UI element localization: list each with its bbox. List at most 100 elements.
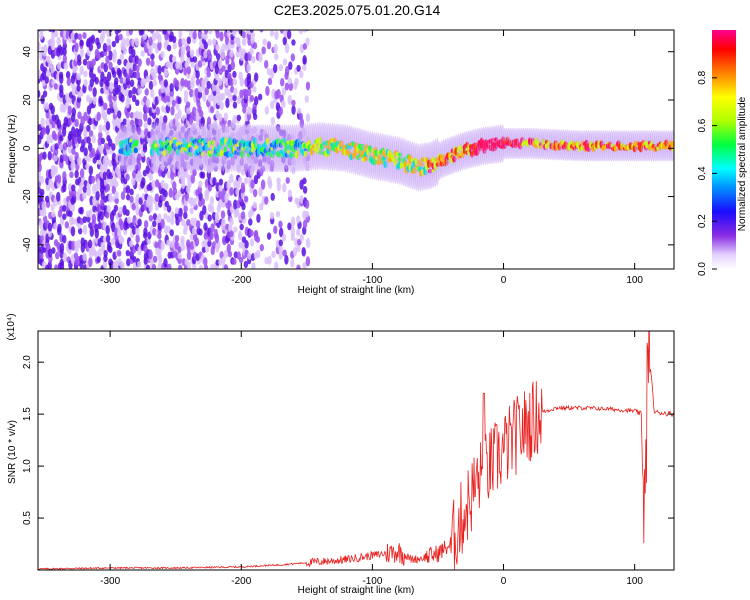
heatmap-cell — [290, 53, 296, 62]
heatmap-x-tick-label: -200 — [231, 275, 251, 286]
heatmap-cell — [88, 117, 93, 126]
heatmap-cell — [96, 41, 101, 50]
heatmap-cell — [154, 241, 159, 249]
heatmap-cell — [119, 77, 124, 84]
heatmap-cell — [262, 38, 267, 46]
heatmap-cell — [174, 240, 179, 250]
heatmap-cell — [190, 173, 195, 184]
heatmap-cell — [198, 180, 203, 188]
snr-y-multiplier: (x10⁴) — [6, 313, 17, 340]
snr-y-tick-label: 1.5 — [22, 407, 33, 421]
heatmap-cell — [42, 66, 48, 74]
heatmap-cell — [38, 245, 41, 253]
heatmap-cell — [265, 85, 270, 96]
heatmap-cell — [298, 112, 303, 121]
heatmap-cell — [167, 263, 172, 269]
heatmap-cell — [151, 180, 156, 189]
heatmap-cell — [246, 112, 252, 121]
heatmap-cell — [131, 48, 136, 58]
heatmap-cell — [302, 219, 308, 229]
heatmap-cell — [201, 92, 207, 103]
heatmap-cell — [299, 70, 304, 79]
heatmap-cell — [236, 37, 241, 48]
heatmap-cell — [194, 237, 200, 247]
heatmap-cell — [172, 41, 177, 50]
heatmap-cell — [143, 122, 148, 129]
heatmap-cell — [154, 203, 160, 211]
heatmap-cell — [82, 252, 87, 262]
heatmap-cell — [38, 41, 41, 51]
heatmap-cell — [59, 143, 64, 151]
heatmap-cell — [296, 215, 301, 224]
heatmap-cell — [38, 69, 41, 80]
heatmap-cell — [200, 198, 205, 206]
heatmap-cell — [183, 204, 188, 213]
heatmap-cell — [287, 77, 293, 85]
heatmap-cell — [181, 258, 186, 266]
heatmap-cell — [100, 31, 106, 40]
heatmap-cell — [180, 175, 186, 185]
heatmap-cell — [276, 182, 282, 192]
heatmap-cell — [100, 71, 105, 82]
heatmap-cell — [203, 238, 209, 246]
heatmap-cell — [66, 77, 71, 87]
heatmap-cell — [226, 180, 231, 191]
heatmap-cell — [129, 79, 135, 88]
heatmap-cell — [177, 215, 183, 222]
heatmap-cell — [169, 216, 175, 226]
heatmap-cell — [206, 70, 211, 78]
heatmap-cell — [270, 116, 276, 126]
heatmap-cell — [125, 209, 130, 217]
heatmap-x-tick-label: 100 — [626, 275, 643, 286]
heatmap-cell — [67, 144, 73, 154]
heatmap-cell — [216, 53, 221, 61]
heatmap-cell — [160, 85, 165, 94]
heatmap-cell — [274, 30, 279, 40]
heatmap-cell — [302, 262, 307, 269]
heatmap-cell — [90, 147, 96, 158]
heatmap-cell — [135, 65, 140, 73]
heatmap-cell — [144, 88, 149, 96]
heatmap-cell — [174, 67, 180, 75]
heatmap-cell — [278, 64, 284, 72]
heatmap-cell — [50, 36, 55, 47]
heatmap-cell — [203, 32, 208, 41]
heatmap-cell — [102, 30, 107, 35]
heatmap-cell — [156, 251, 162, 259]
heatmap-cell — [47, 150, 52, 161]
heatmap-cell — [135, 226, 140, 236]
heatmap-cell — [117, 30, 122, 33]
heatmap-cell — [305, 81, 311, 91]
heatmap-cell — [108, 192, 113, 203]
heatmap-cell — [111, 222, 116, 233]
heatmap-cell — [180, 77, 185, 87]
heatmap-cell — [68, 30, 74, 33]
heatmap-cell — [99, 210, 104, 221]
heatmap-cell — [247, 106, 252, 115]
heatmap-cell — [281, 87, 287, 96]
heatmap-cell — [117, 58, 122, 66]
heatmap-cell — [166, 205, 172, 213]
heatmap-cell — [269, 211, 275, 220]
heatmap-y-tick-label: -20 — [22, 189, 33, 204]
heatmap-x-tick-label: -100 — [362, 275, 382, 286]
heatmap-cell — [302, 177, 307, 185]
snr-y-label: SNR (10 * v/v) — [7, 420, 18, 484]
heatmap-cell — [76, 85, 81, 92]
heatmap-cell — [53, 165, 58, 176]
heatmap-cell — [160, 50, 165, 59]
heatmap-cell — [125, 37, 130, 47]
heatmap-cell — [186, 66, 192, 75]
heatmap-cell — [180, 235, 185, 244]
heatmap-cell — [53, 154, 58, 162]
heatmap-cell — [296, 64, 301, 72]
heatmap-cell — [134, 37, 140, 47]
heatmap-cell — [111, 40, 117, 48]
heatmap-x-tick-label: 0 — [501, 275, 507, 286]
heatmap-cell — [264, 59, 269, 69]
heatmap-cell — [207, 38, 212, 46]
colorbar-tick-label: 0.0 — [697, 262, 708, 276]
heatmap-cell — [108, 61, 113, 71]
heatmap-cell — [87, 142, 93, 152]
heatmap-cell — [131, 225, 137, 235]
